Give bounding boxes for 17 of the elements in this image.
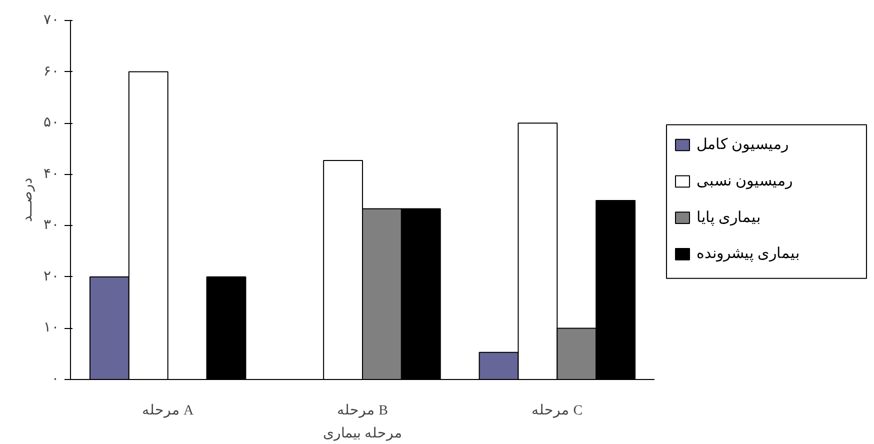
y-tick-label: ۶۰ — [44, 64, 60, 80]
y-tick-label: ۳۰ — [44, 218, 60, 234]
x-tick-label: مرحله A — [142, 404, 195, 418]
legend-label: بیماری پایا — [696, 210, 760, 226]
y-tick-label: ۷۰ — [44, 13, 60, 28]
x-tick-label: مرحله B — [337, 404, 388, 418]
legend-label: بیماری پیشرونده — [696, 246, 800, 262]
y-tick-label: ۵۰ — [44, 116, 60, 131]
y-tick-label: ۱۰ — [44, 320, 60, 336]
x-axis-title: مرحله بیماری — [322, 426, 402, 442]
y-tick-label: ۰ — [52, 372, 60, 387]
y-tick-label: ۲۰ — [44, 269, 60, 284]
x-tick-label: مرحله C — [532, 404, 583, 418]
y-tick-label: ۴۰ — [44, 166, 60, 182]
legend-label: رمیسیون نسبی — [696, 173, 792, 190]
legend-label: رمیسیون کامل — [696, 137, 788, 154]
y-axis-title: درصـــد — [20, 178, 36, 222]
